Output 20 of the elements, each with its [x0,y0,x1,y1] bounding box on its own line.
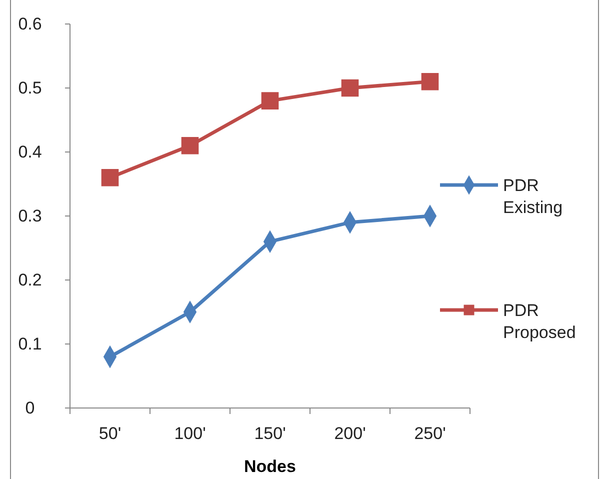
y-tick-label: 0.1 [18,334,42,354]
y-tick-label: 0 [25,398,35,418]
x-axis-title: Nodes [244,457,296,476]
point [101,168,119,186]
point [261,92,279,110]
x-tick-label: 50' [98,424,122,443]
x-tick-label: 100' [174,424,206,443]
point [341,79,359,97]
x-tick-label: 200' [334,424,366,443]
y-tick-label: 0.4 [18,142,42,162]
y-tick-label: 0.3 [18,206,42,226]
x-tick-label: 150' [254,424,286,443]
y-tick-label: 0.2 [18,270,42,290]
x-tick-label: 250' [414,424,446,443]
legend-label: PDR Existing [503,176,563,217]
y-tick-label: 0.5 [18,78,42,98]
y-tick-label: 0.6 [18,14,42,34]
point [421,72,439,90]
legend-label: PDR Proposed [503,301,576,342]
point [181,136,199,154]
